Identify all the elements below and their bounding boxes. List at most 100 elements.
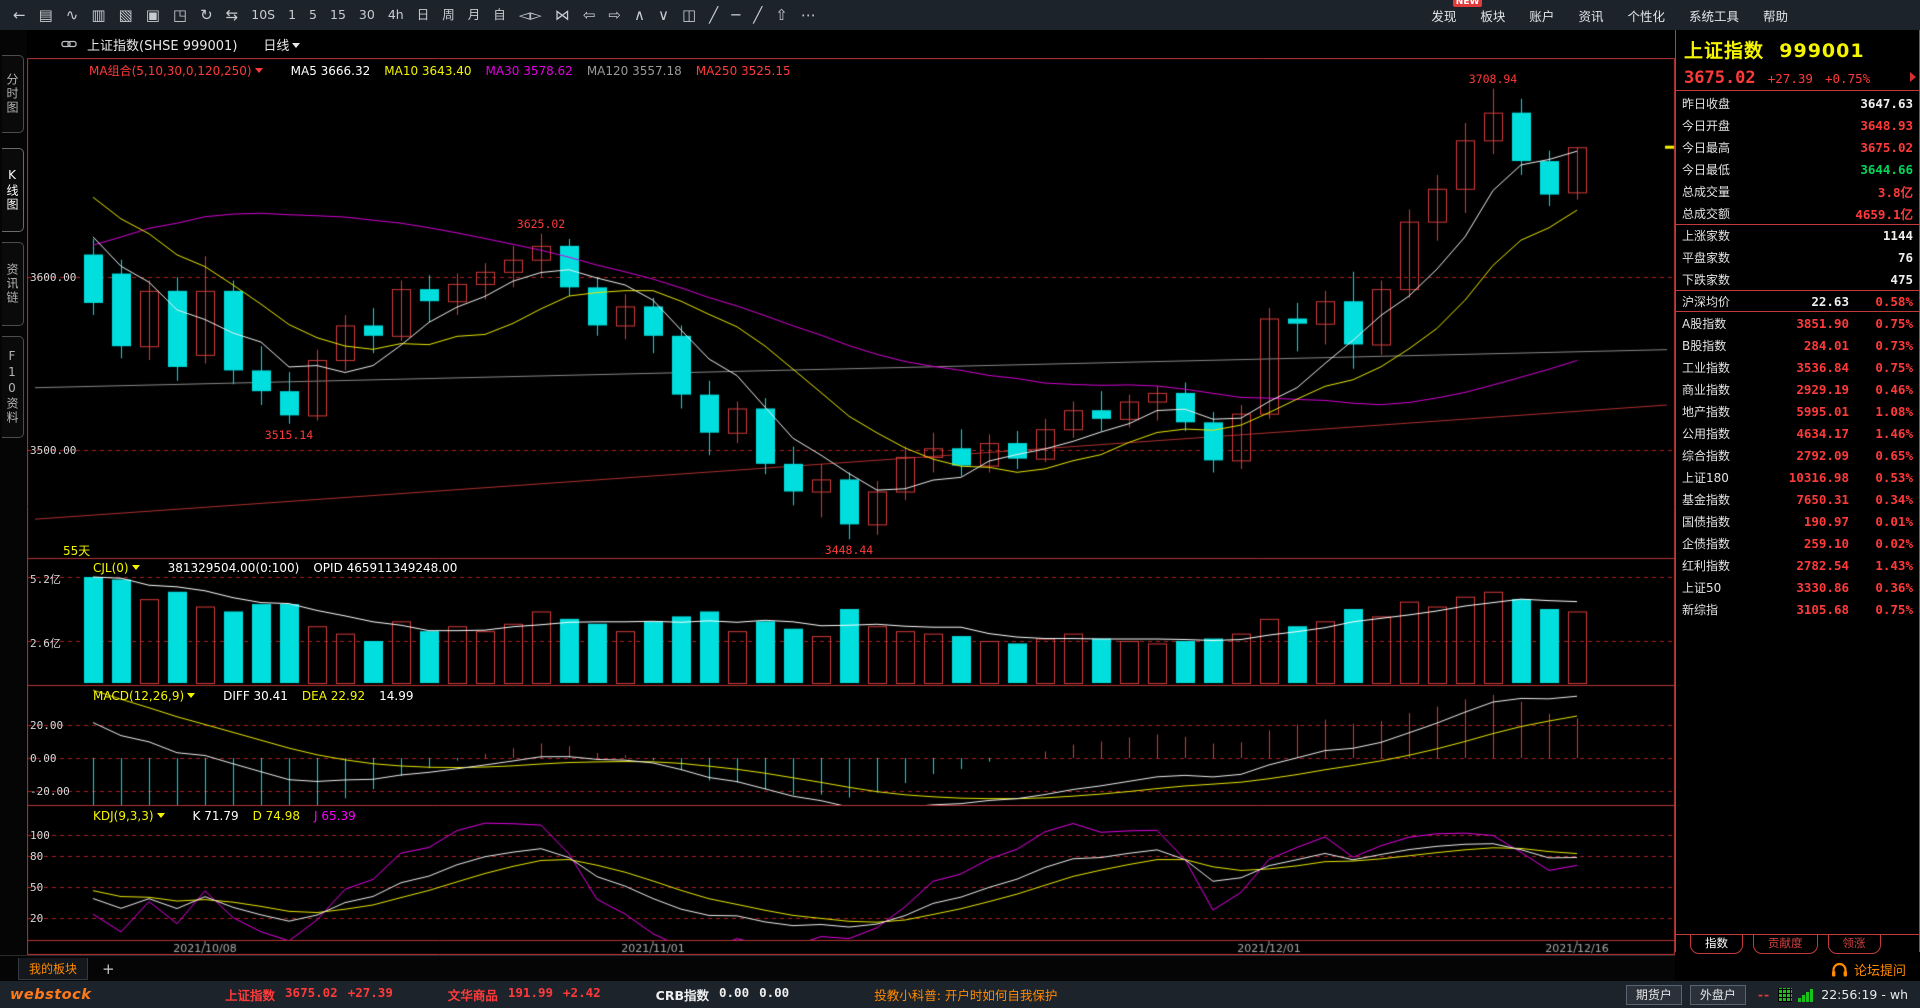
quote-row-今日开盘[interactable]: 今日开盘 3648.93 — [1676, 114, 1919, 136]
row-percent: 0.58% — [1875, 293, 1913, 309]
quote-list-icon[interactable]: ▤ — [38, 6, 53, 24]
period-button-4h[interactable]: 4h — [387, 7, 404, 22]
period-selector[interactable]: 日线 — [263, 35, 301, 54]
quote-row-B股指数[interactable]: B股指数 284.01 0.73% — [1676, 334, 1919, 356]
left-sidebar: 分时图 K线图资讯链 F10资料 — [0, 30, 27, 980]
period-button-月[interactable]: 月 — [467, 7, 481, 22]
ticker-group[interactable]: 上证指数 3675.02 +27.39 — [225, 985, 393, 1004]
line-chart-icon[interactable]: ∿ — [65, 6, 79, 24]
add-board-button[interactable]: + — [102, 959, 115, 978]
quote-row-红利指数[interactable]: 红利指数 2782.54 1.43% — [1676, 554, 1919, 576]
period-button-日[interactable]: 日 — [416, 7, 430, 22]
ohlc-chart-icon[interactable]: ▧ — [118, 6, 133, 24]
ticker-text: CRB指数 — [655, 988, 709, 1003]
candlestick-icon[interactable]: ▥ — [91, 6, 106, 24]
quote-row-综合指数[interactable]: 综合指数 2792.09 0.65% — [1676, 444, 1919, 466]
menu-item-资讯[interactable]: 资讯 — [1578, 8, 1604, 24]
quote-tab-指数[interactable]: 指数 — [1690, 935, 1743, 954]
quote-row-新综指[interactable]: 新综指 3105.68 0.75% — [1676, 598, 1919, 620]
quote-row-今日最低[interactable]: 今日最低 3644.66 — [1676, 158, 1919, 180]
quote-row-上证180[interactable]: 上证180 10316.98 0.53% — [1676, 466, 1919, 488]
quote-row-上证50[interactable]: 上证50 3330.86 0.36% — [1676, 576, 1919, 598]
quote-row-企债指数[interactable]: 企债指数 259.10 0.02% — [1676, 532, 1919, 554]
menu-item-帮助[interactable]: 帮助 — [1762, 8, 1788, 24]
pan-left-icon[interactable]: ⇦ — [582, 6, 596, 24]
signal-strength-icon — [1798, 988, 1814, 1002]
forum-ask-link[interactable]: 论坛提问 — [1675, 957, 1920, 981]
chart-window-icon[interactable]: ▣ — [145, 6, 160, 24]
menu-item-发现[interactable]: 发现 NEW — [1431, 0, 1483, 25]
horizontal-line-icon[interactable]: ─ — [731, 6, 741, 24]
arrow-mark-icon[interactable]: ⇧ — [775, 6, 788, 24]
more-icon[interactable]: ⋯ — [800, 6, 816, 24]
macd-indicator-row[interactable]: MACD(12,26,9) DIFF 30.41 DEA 22.92 14.99 — [93, 689, 427, 703]
ticker-group[interactable]: CRB指数 0.00 0.00 — [656, 985, 790, 1004]
quote-row-地产指数[interactable]: 地产指数 5995.01 1.08% — [1676, 400, 1919, 422]
menu-item-账户[interactable]: 账户 — [1529, 8, 1555, 24]
row-value: 3648.93 — [1860, 117, 1913, 133]
ticker-group[interactable]: 文华商品 191.99 +2.42 — [448, 985, 601, 1004]
quote-row-A股指数[interactable]: A股指数 3851.90 0.75% — [1676, 312, 1919, 334]
ticker-text: +2.42 — [563, 985, 601, 1000]
panel-collapse-icon[interactable] — [1910, 72, 1916, 82]
quote-row-总成交量[interactable]: 总成交量 3.8亿 — [1676, 180, 1919, 202]
sidebar-tab-资讯链[interactable]: 资讯链 — [2, 242, 24, 326]
period-button-30[interactable]: 30 — [358, 7, 375, 22]
investor-education-notice[interactable]: 投教小科普: 开户时如何自我保护 — [874, 988, 1058, 1003]
save-icon[interactable]: ◳ — [172, 6, 188, 24]
quote-row-公用指数[interactable]: 公用指数 4634.17 1.46% — [1676, 422, 1919, 444]
period-button-5[interactable]: 5 — [309, 7, 317, 22]
quote-row-国债指数[interactable]: 国债指数 190.97 0.01% — [1676, 510, 1919, 532]
zoom-out-icon[interactable]: ◅▻ — [518, 6, 542, 24]
quote-row-工业指数[interactable]: 工业指数 3536.84 0.75% — [1676, 356, 1919, 378]
period-button-1[interactable]: 1 — [288, 7, 297, 22]
back-icon[interactable]: ← — [13, 6, 26, 24]
menu-item-板块[interactable]: 板块 — [1480, 8, 1506, 24]
period-button-15[interactable]: 15 — [330, 7, 346, 22]
kline-chart-canvas[interactable] — [27, 58, 1675, 955]
quote-row-昨日收盘[interactable]: 昨日收盘 3647.63 — [1676, 92, 1919, 114]
link-icon[interactable] — [61, 38, 77, 50]
compare-icon[interactable]: ⇆ — [225, 6, 239, 24]
ray-line-icon[interactable]: ╱ — [753, 6, 763, 24]
period-button-周[interactable]: 周 — [442, 7, 455, 22]
period-days-label: 55天 — [63, 544, 91, 558]
keyboard-wizard-icon[interactable] — [1778, 987, 1793, 1002]
ma-indicator-row[interactable]: MA组合(5,10,30,0,120,250) MA5 3666.32 MA10 3… — [89, 62, 805, 79]
trendline-icon[interactable]: ╱ — [709, 6, 719, 24]
quote-tab-领涨[interactable]: 领涨 — [1827, 935, 1881, 954]
sidebar-tab-K线图[interactable]: K线图 — [2, 148, 24, 232]
row-label: 基金指数 — [1682, 492, 1731, 507]
quote-row-商业指数[interactable]: 商业指数 2929.19 0.46% — [1676, 378, 1919, 400]
button-期货户[interactable]: 期货户 — [1625, 985, 1682, 1005]
row-label: 企债指数 — [1682, 536, 1731, 551]
quote-tab-贡献度[interactable]: 贡献度 — [1753, 935, 1818, 954]
sidebar-tab-F10资料[interactable]: F10资料 — [2, 336, 24, 438]
quote-row-总成交额[interactable]: 总成交额 4659.1亿 — [1676, 202, 1919, 224]
quote-row-基金指数[interactable]: 基金指数 7650.31 0.34% — [1676, 488, 1919, 510]
quote-row-沪深均价[interactable]: 沪深均价 22.63 0.58% — [1676, 290, 1919, 312]
zoom-in-icon[interactable]: ⋈ — [554, 6, 570, 24]
cjl-indicator-row[interactable]: CJL(0) 381329504.00(0:100) OPID 4659113492… — [93, 561, 471, 575]
period-button-10S[interactable]: 10S — [251, 7, 276, 22]
row-percent: 0.75% — [1875, 359, 1913, 375]
quote-row-今日最高[interactable]: 今日最高 3675.02 — [1676, 136, 1919, 158]
pan-right-icon[interactable]: ⇨ — [608, 6, 621, 24]
scale-up-icon[interactable]: ∧ — [634, 6, 645, 24]
panel-layout-icon[interactable]: ◫ — [681, 6, 697, 24]
scale-down-icon[interactable]: ∨ — [657, 6, 669, 24]
sidebar-tab-分时图[interactable]: 分时图 — [2, 55, 24, 133]
quote-row-下跌家数[interactable]: 下跌家数 475 — [1676, 268, 1919, 290]
tab-my-boards[interactable]: 我的板块 — [18, 957, 89, 980]
quote-panel: 上证指数 999001 3675.02 +27.39 +0.75% 昨日收盘 36… — [1675, 30, 1920, 954]
quote-row-平盘家数[interactable]: 平盘家数 76 — [1676, 246, 1919, 268]
price-annotation: 3625.02 — [516, 216, 566, 231]
row-percent: 1.08% — [1875, 403, 1913, 419]
refresh-icon[interactable]: ↻ — [200, 6, 213, 24]
quote-row-上涨家数[interactable]: 上涨家数 1144 — [1676, 224, 1919, 246]
menu-item-系统工具[interactable]: 系统工具 — [1688, 8, 1739, 24]
menu-item-个性化[interactable]: 个性化 — [1627, 8, 1665, 24]
period-button-自[interactable]: 自 — [493, 7, 506, 22]
kdj-indicator-row[interactable]: KDJ(9,3,3) K 71.79 D 74.98 J 65.39 — [93, 809, 370, 823]
button-外盘户[interactable]: 外盘户 — [1689, 985, 1746, 1005]
